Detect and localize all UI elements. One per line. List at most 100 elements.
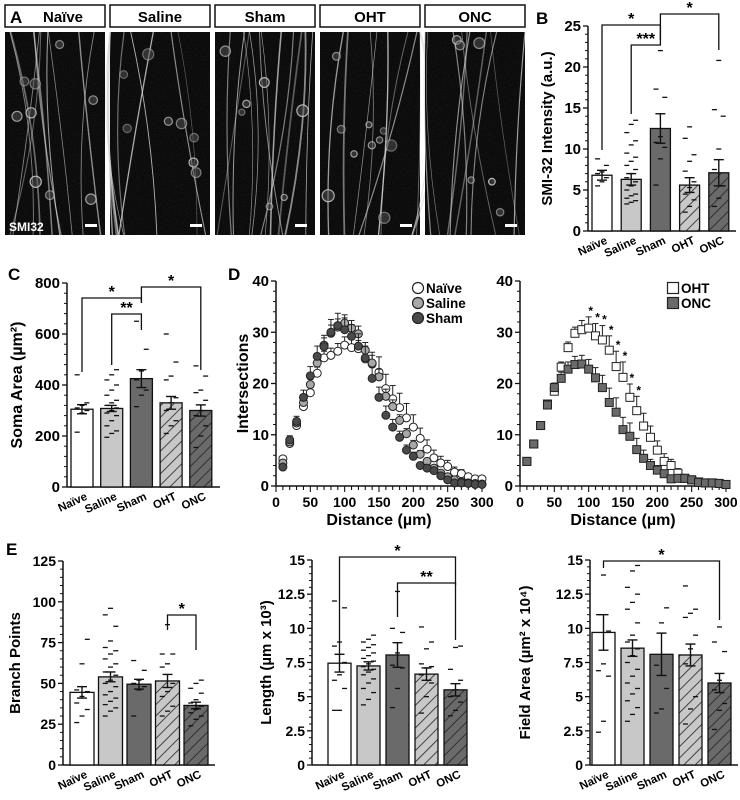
bar-onc	[708, 59, 730, 232]
significance-stars: *	[394, 543, 401, 560]
bar-sham	[126, 659, 152, 766]
data-marker	[395, 415, 405, 425]
significance-stars: **	[420, 569, 433, 586]
x-category-label: ONC	[698, 235, 726, 257]
bar-naive	[591, 158, 613, 232]
data-marker	[436, 471, 446, 481]
tile-title: ONC	[458, 9, 492, 26]
tile-title: OHT	[354, 9, 386, 26]
y-axis-label: Field Area (µm² x 10⁴)	[517, 586, 534, 740]
y-tick-label: 5	[297, 689, 305, 705]
significance-stars: *	[109, 284, 116, 301]
data-marker	[522, 456, 532, 466]
x-tick-label: 100	[333, 494, 357, 510]
y-tick-label: 2.5	[286, 723, 306, 739]
data-marker	[285, 435, 295, 445]
significance-bracket: *	[140, 273, 202, 370]
data-marker	[367, 373, 377, 383]
bar-rect	[356, 665, 381, 766]
data-marker	[401, 445, 411, 455]
data-marker	[556, 373, 566, 383]
image-texture	[5, 32, 105, 235]
image-texture	[425, 32, 525, 235]
data-marker	[597, 383, 607, 393]
x-category-label: Naïve	[576, 235, 609, 259]
bar-sham	[129, 320, 154, 488]
image-texture	[110, 32, 210, 235]
x-tick-label: 100	[577, 494, 601, 510]
data-marker	[666, 461, 676, 470]
x-tick-label: 200	[646, 494, 670, 510]
bar-rect	[591, 174, 613, 232]
bar-saline	[97, 607, 124, 766]
significance-bracket: **	[111, 300, 143, 365]
bar-rect	[620, 647, 645, 766]
y-tick-label: 0	[297, 757, 305, 773]
data-marker	[298, 392, 308, 402]
bracket-line	[602, 560, 721, 620]
significance-star: *	[623, 349, 628, 363]
y-tick-label: 40	[252, 273, 269, 290]
x-tick-label: 50	[303, 494, 319, 510]
x-tick-label: 150	[611, 494, 635, 510]
data-marker	[652, 445, 662, 455]
bracket-line	[659, 13, 720, 50]
data-marker	[604, 345, 614, 355]
image-texture	[320, 32, 420, 235]
bar-oht	[414, 626, 439, 766]
y-tick-label: 75	[40, 635, 56, 651]
y-tick-label: 0	[505, 478, 513, 495]
bracket-line	[630, 40, 662, 114]
x-category-label: OHT	[407, 769, 434, 790]
x-category-label: Sham	[115, 491, 148, 515]
micrograph-tile: Sham	[214, 4, 316, 236]
legend-marker	[666, 281, 680, 295]
x-category-label: Sham	[371, 769, 404, 793]
significance-star: *	[616, 338, 621, 352]
tile-title: Saline	[138, 9, 182, 26]
tile-title-box	[214, 4, 316, 28]
panel-d-sholl-injury-chart: 0 10 20 30 40 0 50 100 150 200 250 300 Distance (µm)…	[496, 273, 738, 529]
bar-rect	[443, 689, 468, 766]
data-marker	[632, 445, 642, 455]
x-tick-label: 0	[516, 494, 524, 510]
legend-item: Naïve	[411, 281, 463, 296]
x-category-label: Naïve	[56, 491, 89, 515]
bracket-line	[166, 614, 197, 650]
y-tick-label: 12.5	[556, 586, 583, 602]
data-marker	[549, 383, 559, 393]
y-tick-label: 800	[35, 275, 60, 292]
bar-oht	[159, 333, 183, 488]
data-marker	[597, 335, 607, 345]
y-tick-label: 7.5	[286, 655, 306, 671]
data-marker	[611, 362, 621, 372]
panel-c-soma-area-chart: 0 200 400 600 800 Soma Area (µm²) NaïveSalineS…	[9, 273, 220, 516]
panel-b-smi32-intensity-chart: 0 5 10 15 20 25 SMI-32 Intensity (a.u.) NaïveSa…	[539, 0, 736, 260]
bar-saline	[356, 634, 381, 766]
data-marker	[645, 432, 655, 442]
x-axis-label: Distance (µm)	[570, 512, 675, 529]
tile-title: Sham	[245, 9, 286, 26]
y-tick-label: 10	[289, 620, 305, 636]
y-axis-label: Soma Area (µm²)	[9, 322, 26, 449]
legend-marker	[411, 311, 425, 325]
bar-rect	[183, 704, 209, 766]
bar-saline	[100, 369, 124, 488]
y-tick-label: 10	[567, 620, 583, 636]
bar-rect	[678, 654, 703, 766]
x-category-label: ONC	[175, 769, 203, 791]
significance-star: *	[595, 311, 600, 325]
significance-bracket: *	[659, 0, 720, 50]
data-marker	[353, 341, 363, 351]
y-tick-label: 0	[48, 757, 56, 773]
x-axis-label: Distance (µm)	[326, 512, 431, 529]
x-tick-label: 50	[547, 494, 563, 510]
data-marker	[388, 422, 398, 432]
micrograph-tile: Saline	[105, 4, 211, 236]
panel-d-sholl-control-chart: 0 10 20 30 40 0 50 100 150 200 250 300 Distance (µm)…	[235, 273, 494, 529]
y-tick-label: 2.5	[564, 723, 584, 739]
data-marker	[408, 451, 418, 461]
